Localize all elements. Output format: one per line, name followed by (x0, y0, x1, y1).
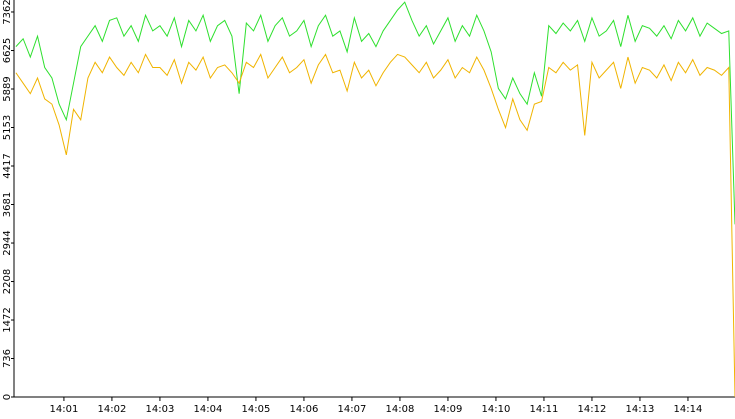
y-tick-label: 736 (2, 349, 13, 368)
x-tick-label: 14:05 (242, 404, 271, 415)
y-tick-label: 2208 (2, 269, 13, 294)
x-tick-label: 14:06 (290, 404, 319, 415)
x-tick-label: 14:11 (530, 404, 559, 415)
x-tick-label: 14:10 (482, 404, 511, 415)
x-tick-label: 14:07 (338, 404, 367, 415)
y-tick-label: 3681 (2, 192, 13, 217)
y-tick-label: 1472 (2, 307, 13, 332)
x-tick-label: 14:02 (98, 404, 127, 415)
y-tick-label: 5153 (2, 115, 13, 140)
y-tick-label: 4417 (2, 153, 13, 178)
x-tick-label: 14:14 (674, 404, 703, 415)
y-tick-label: 6625 (2, 38, 13, 63)
series-line (15, 53, 735, 398)
y-tick-label: 5889 (2, 76, 13, 101)
x-tick-label: 14:09 (434, 404, 463, 415)
x-tick-label: 14:08 (386, 404, 415, 415)
x-tick-label: 14:01 (50, 404, 79, 415)
y-tick-label: 7362 (2, 0, 13, 25)
y-tick-label: 0 (2, 394, 13, 400)
series-line (15, 1, 735, 225)
y-tick-label: 2944 (2, 230, 13, 255)
x-tick-label: 14:04 (194, 404, 223, 415)
x-tick-label: 14:12 (578, 404, 607, 415)
x-tick-label: 14:13 (626, 404, 655, 415)
x-tick-label: 14:03 (146, 404, 175, 415)
